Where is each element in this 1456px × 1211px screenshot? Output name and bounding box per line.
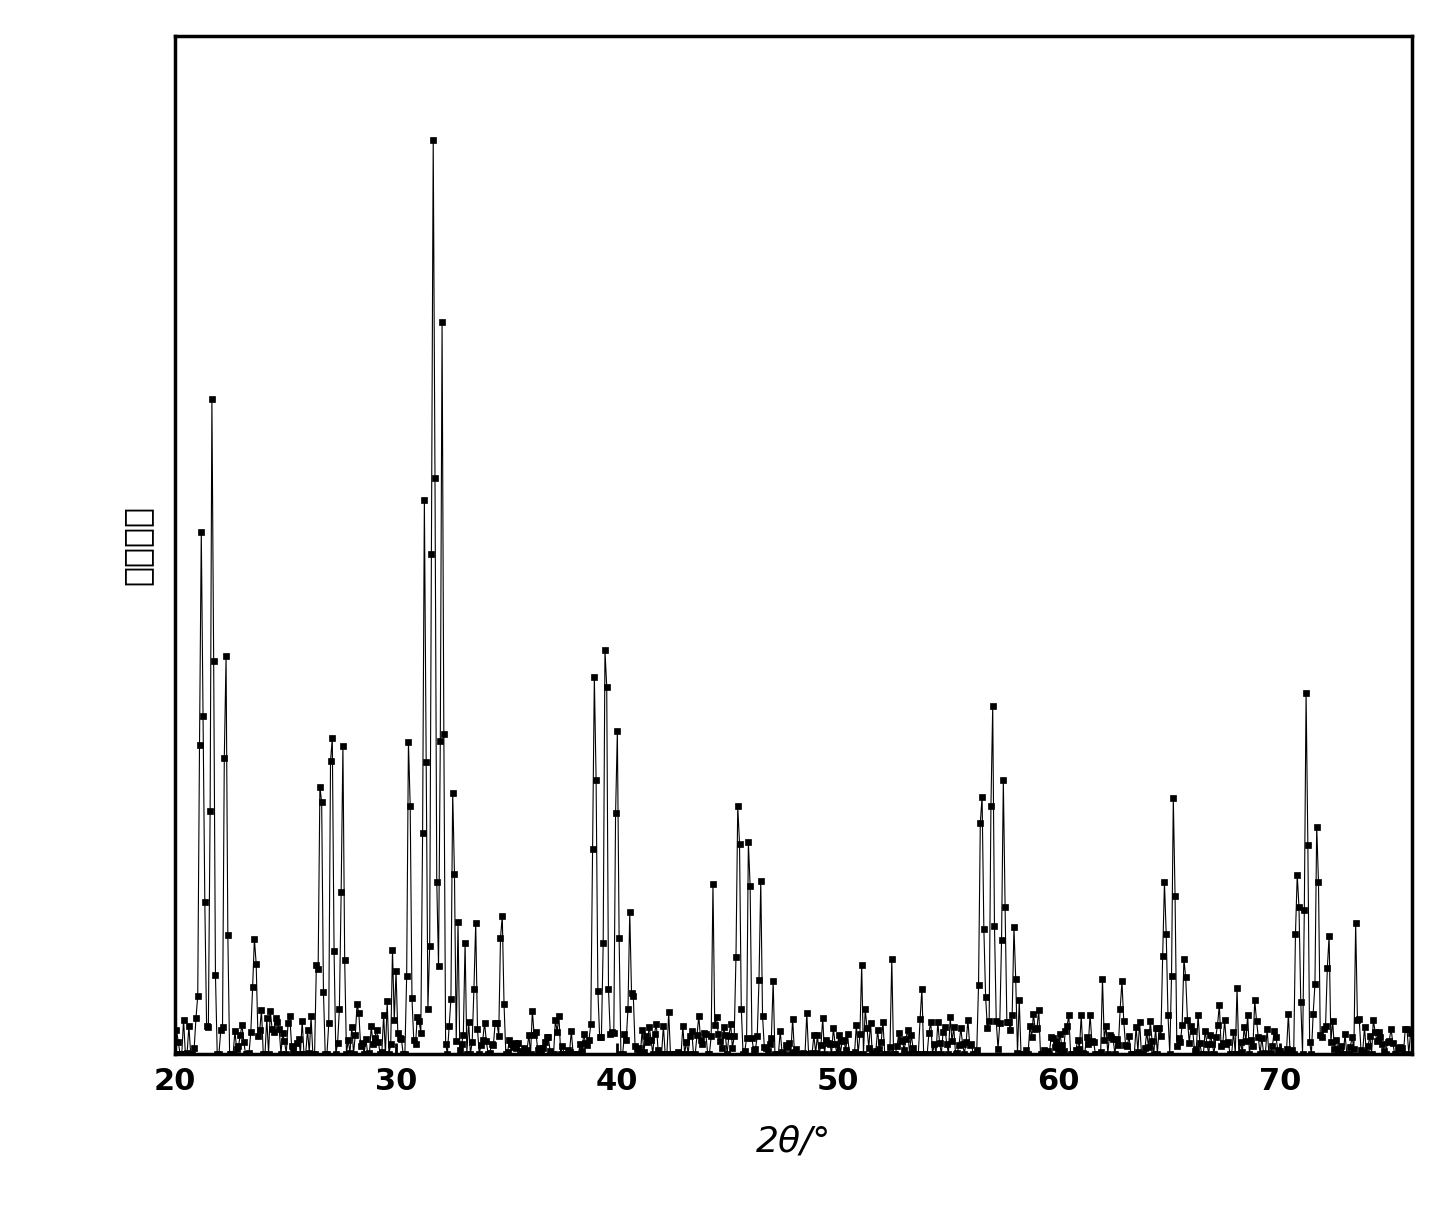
X-axis label: 2θ/°: 2θ/° xyxy=(756,1124,831,1158)
Y-axis label: 衍射强度: 衍射强度 xyxy=(121,505,154,585)
